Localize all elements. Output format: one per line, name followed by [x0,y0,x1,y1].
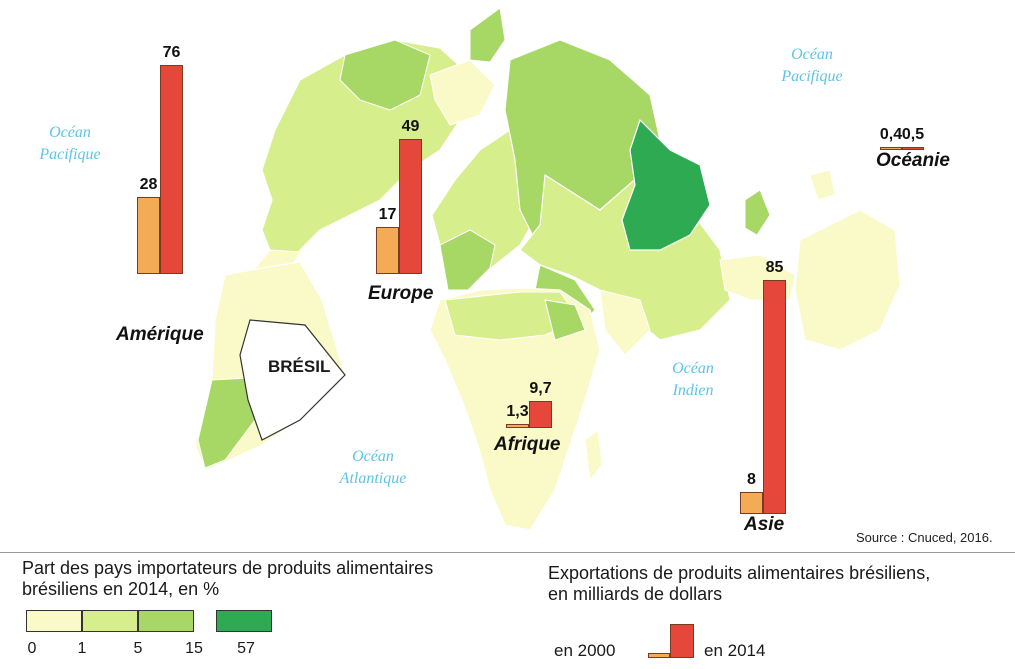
export-bar-amerique-2014 [160,65,183,274]
brazil-country [239,319,346,441]
legend-title-line: en milliards de dollars [548,584,723,604]
china-country [621,118,711,251]
export-bar-oceanie-2000 [880,147,902,150]
legend-title-line: brésiliens en 2014, en % [22,579,220,599]
legend-break-1: 1 [77,640,87,657]
western-europe-region [439,229,496,291]
legend-divider [0,552,1015,553]
value-label-asie-2014: 85 [765,259,784,277]
value-label-afrique-2000: 1,3 [506,403,529,421]
legend-label-2000: en 2000 [554,641,616,660]
ocean-label-atlantic: Océan Atlantique [328,446,418,490]
ocean-label-indian: Océan Indien [656,358,730,402]
legend-break-4: 57 [237,640,255,657]
export-bar-afrique-2000 [506,424,529,428]
ocean-label-pacific-east: Océan Pacifique [770,44,854,88]
choropleth-legend-title: Part des pays importateurs de produits a… [22,558,433,600]
value-label-asie-2000: 8 [747,471,756,488]
legend-swatch-class-2 [82,610,138,632]
ocean-label-line: Indien [672,382,714,399]
ocean-label-line: Océan [791,46,833,63]
ocean-label-line: Atlantique [339,470,407,487]
value-label-amerique-2000: 28 [139,176,158,193]
export-bar-amerique-2000 [137,197,160,274]
egypt-region [544,299,586,341]
new-zealand-islands [809,169,836,201]
legend-title-line: Exportations de produits alimentaires br… [548,563,931,583]
greenland-north [469,7,506,63]
legend-bar-2014 [670,624,694,658]
region-label-amerique: Amérique [116,324,204,345]
export-bar-asie-2000 [740,492,763,514]
ocean-label-line: Pacifique [781,68,843,85]
madagascar-island [584,429,603,482]
region-label-asie: Asie [744,514,785,535]
legend-swatch-class-4 [216,610,272,632]
export-bar-europe-2000 [376,227,399,274]
value-label-europe-2014: 49 [401,118,420,136]
australia-landmass [794,209,901,351]
export-bar-oceanie-2014 [902,147,924,150]
value-label-amerique-2014: 76 [162,44,181,61]
legend-bar-2000 [648,653,670,658]
ocean-label-line: Océan [352,448,394,465]
bars-legend-title: Exportations de produits alimentaires br… [548,563,930,605]
legend-title-line: Part des pays importateurs de produits a… [22,558,434,578]
export-bar-afrique-2014 [529,401,552,428]
region-label-afrique: Afrique [494,434,561,455]
value-label-europe-2000: 17 [378,206,397,224]
legend-break-2: 5 [133,640,143,657]
export-bar-asie-2014 [763,280,786,514]
value-label-oceanie-2000: 0,4 [879,126,903,143]
brazil-label: BRÉSIL [268,357,331,376]
value-label-afrique-2014: 9,7 [529,380,552,398]
export-bar-europe-2014 [399,139,422,274]
region-label-europe: Europe [368,283,434,304]
ocean-label-pacific-west: Océan Pacifique [30,122,110,166]
north-america-landmass [261,39,471,269]
africa-landmass [429,287,601,531]
source-note: Source : Cnuced, 2016. [856,530,993,545]
value-label-oceanie-2014: 0,5 [901,126,925,143]
region-label-oceanie: Océanie [876,150,950,171]
legend-swatch-class-1 [26,610,82,632]
ocean-label-line: Pacifique [39,146,101,163]
world-map [194,7,901,531]
canada-north-region [339,39,431,111]
legend-label-2014: en 2014 [704,641,766,660]
ocean-label-line: Océan [672,360,714,377]
legend-break-0: 0 [27,640,37,657]
legend-swatch-class-3 [138,610,194,632]
japan-islands [744,189,771,236]
legend-break-3: 15 [185,640,203,657]
ocean-label-line: Océan [49,124,91,141]
india-region [599,289,651,356]
